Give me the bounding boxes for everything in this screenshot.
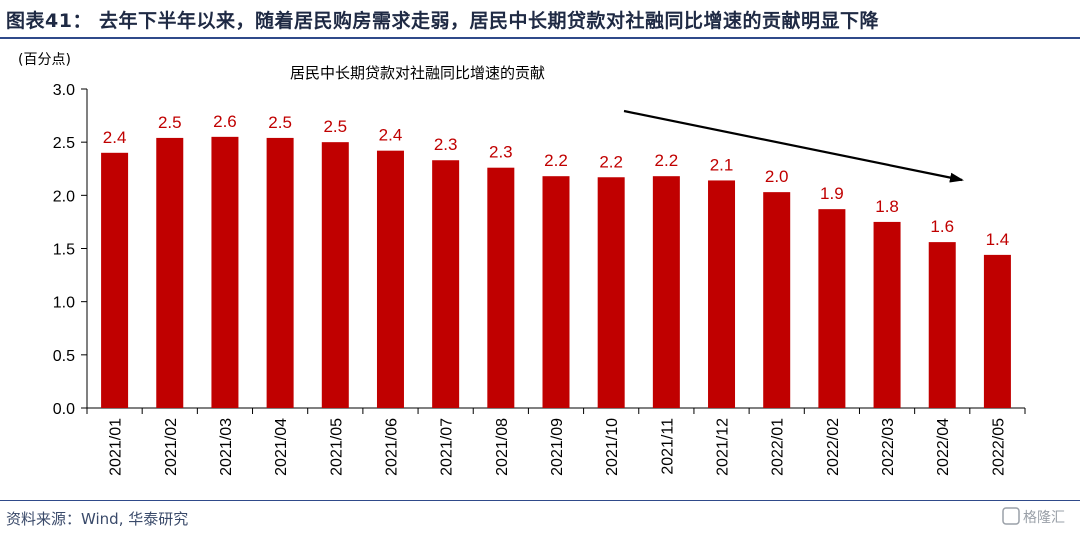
x-tick-label: 2022/01 <box>770 418 787 476</box>
value-label: 2.5 <box>323 117 347 136</box>
x-tick-label: 2021/02 <box>163 418 180 476</box>
bar-2021-08 <box>487 167 515 408</box>
header-divider <box>0 37 1080 39</box>
data-labels: 2.4 2.5 2.6 2.5 2.5 2.4 2.3 2.3 2.2 2.2 2.2 2.1 2.0 1… <box>103 112 1009 249</box>
value-label: 2.4 <box>379 126 403 145</box>
x-tick-label: 2021/06 <box>383 418 400 476</box>
x-tick-label: 2022/02 <box>825 418 842 476</box>
watermark-icon <box>1002 507 1020 525</box>
bar-2021-10 <box>597 177 625 408</box>
watermark-logo: 格隆汇 <box>1002 507 1065 526</box>
x-tick-label: 2022/03 <box>880 418 897 476</box>
y-axis: 0.0 0.5 1.0 1.5 2.0 2.5 3.0 <box>53 82 88 418</box>
value-label: 2.0 <box>765 167 789 186</box>
x-tick-label: 2021/03 <box>218 418 235 476</box>
figure-title: 图表41： 去年下半年以来，随着居民购房需求走弱，居民中长期贷款对社融同比增速的… <box>6 10 880 32</box>
value-label: 2.6 <box>213 112 237 131</box>
value-label: 2.2 <box>599 152 623 171</box>
value-label: 2.5 <box>158 113 182 132</box>
value-label: 1.8 <box>875 197 899 216</box>
x-axis: 2021/01 2021/02 2021/03 2021/04 2021/05 2021/… <box>86 407 1026 476</box>
y-tick-label: 2.0 <box>53 188 75 205</box>
y-tick-label: 2.5 <box>53 135 75 152</box>
bar-2021-09 <box>542 176 570 408</box>
x-tick-label: 2021/01 <box>108 418 125 476</box>
bar-2021-12 <box>708 180 736 408</box>
bar-2022-02 <box>818 209 846 408</box>
trend-arrow <box>623 109 964 183</box>
value-label: 2.1 <box>710 155 734 174</box>
y-tick-label: 3.0 <box>53 82 75 99</box>
bar-2021-01 <box>101 152 129 408</box>
value-label: 2.4 <box>103 128 127 147</box>
bar-2021-07 <box>432 160 460 408</box>
x-tick-label: 2021/09 <box>549 418 566 476</box>
x-tick-label: 2021/12 <box>715 418 732 476</box>
x-tick-label: 2021/05 <box>328 418 345 476</box>
bar-2021-11 <box>652 176 680 408</box>
figure-header: 图表41： 去年下半年以来，随着居民购房需求走弱，居民中长期贷款对社融同比增速的… <box>0 0 1080 39</box>
value-label: 1.9 <box>820 184 844 203</box>
watermark-text: 格隆汇 <box>1023 510 1065 526</box>
x-tick-label: 2021/08 <box>494 418 511 476</box>
x-tick-label: 2021/04 <box>273 418 290 476</box>
value-label: 1.4 <box>986 230 1010 249</box>
bar-2022-04 <box>928 242 956 408</box>
bar-series <box>101 136 1011 408</box>
x-tick-label: 2022/05 <box>990 418 1007 476</box>
value-label: 2.2 <box>655 151 679 170</box>
y-tick-label: 1.5 <box>53 242 75 259</box>
source-note: 资料来源：Wind, 华泰研究 <box>6 510 189 528</box>
y-unit-label: (百分点) <box>18 52 71 68</box>
y-tick-label: 0.0 <box>53 401 75 418</box>
value-label: 2.3 <box>434 135 458 154</box>
value-label: 2.5 <box>268 113 292 132</box>
bar-2022-01 <box>763 192 791 408</box>
chart-title: 居民中长期贷款对社融同比增速的贡献 <box>290 64 545 82</box>
bar-2021-03 <box>211 136 239 408</box>
x-tick-label: 2021/10 <box>604 418 621 476</box>
bar-2021-02 <box>156 137 184 408</box>
y-tick-label: 0.5 <box>53 348 75 365</box>
bar-chart: (百分点) 居民中长期贷款对社融同比增速的贡献 0.00.51.01.52.02… <box>18 52 1026 476</box>
x-tick-label: 2021/11 <box>659 418 676 475</box>
bar-2022-03 <box>873 221 901 408</box>
value-label: 1.6 <box>930 217 954 236</box>
bar-2021-04 <box>266 137 294 408</box>
footer-divider <box>0 500 1080 501</box>
value-label: 2.2 <box>544 151 568 170</box>
bar-2021-05 <box>321 142 349 408</box>
y-tick-label: 1.0 <box>53 295 75 312</box>
bar-2021-06 <box>376 150 404 408</box>
x-tick-label: 2021/07 <box>439 418 456 476</box>
x-tick-label: 2022/04 <box>935 418 952 476</box>
value-label: 2.3 <box>489 143 513 162</box>
bar-2022-05 <box>983 254 1011 408</box>
